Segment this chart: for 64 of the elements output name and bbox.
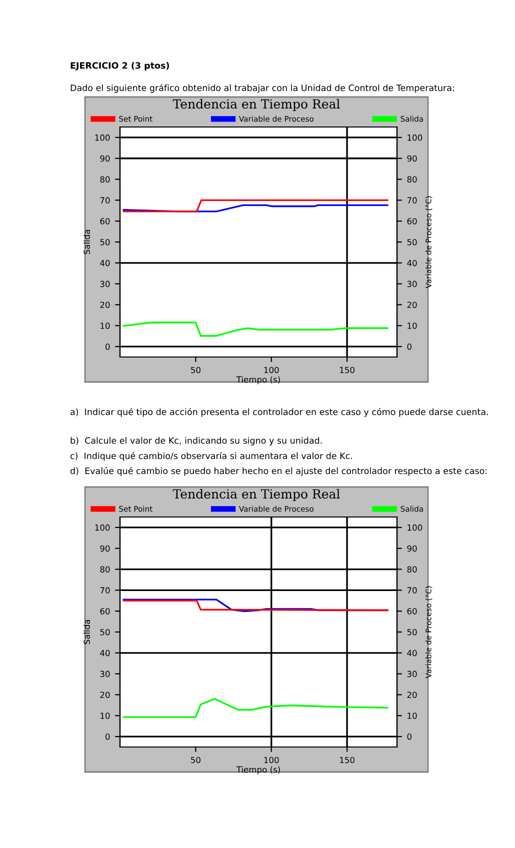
y-tick-label: 90 [100,155,110,162]
x-tick-label: 150 [340,366,354,374]
y-tick-label: 20 [100,692,110,698]
y2-tick-label: 60 [407,218,417,224]
x-axis-title: Tiempo (s) [236,766,280,774]
y-tick-label: 20 [100,302,110,308]
y-tick-label: 50 [100,628,110,636]
y2-tick-label: 70 [407,197,417,204]
text: d) Evalúe qué cambio se puedo haber hecho en el ajuste del controlador respecto a este caso: [70,467,487,476]
y2-tick-label: 20 [407,302,417,308]
text: c) Indique qué cambio/s observaría si aumentara el valor de Kc. [70,452,352,461]
x-tick-label: 50 [191,756,200,764]
text: EJERCICIO 2 (3 ptos) [70,62,169,70]
chart-title: Tendencia en Tiempo Real [172,488,340,502]
y-tick-label: 10 [100,322,110,329]
y2-tick-label: 80 [407,176,417,183]
x-tick-label: 150 [340,756,354,764]
y-tick-label: 80 [100,176,110,183]
y2-tick-label: 20 [407,692,417,698]
y2-tick-label: 70 [407,587,417,594]
y-tick-label: 40 [100,650,110,656]
y-tick-label: 40 [100,260,110,266]
y2-tick-label: 0 [407,344,412,350]
y-tick-label: 50 [100,238,110,246]
y2-tick-label: 30 [407,670,417,678]
line-series [122,698,388,718]
y2-tick-label: 50 [407,238,417,246]
y2-tick-label: 30 [407,280,417,288]
x-tick-label: 100 [264,366,279,374]
y2-tick-label: 80 [407,566,417,573]
text: b) Calcule el valor de Kc, indicando su signo y su unidad. [70,437,322,446]
y-tick-label: 30 [100,670,110,678]
y-tick-label: 100 [95,134,110,141]
y-tick-label: 70 [100,587,110,594]
x-axis-title: Tiempo (s) [236,376,280,384]
y2-tick-label: 50 [407,628,417,636]
y2-tick-label: 90 [407,545,417,552]
y2-tick-label: 100 [408,524,422,531]
x-tick-label: 100 [264,756,279,764]
y-axis-title: Salida [84,620,90,644]
y-tick-label: 90 [100,545,110,552]
y-tick-label: 10 [100,712,110,719]
text: Dado el siguiente gráfico obtenido al trabajar con la Unidad de Control de Temperatura: [70,84,454,93]
y-tick-label: 0 [106,344,110,350]
y-tick-label: 60 [100,608,110,614]
line-series [122,322,388,337]
y-tick-label: 70 [100,197,110,204]
y2-tick-label: 40 [407,260,417,266]
chart-title: Tendencia en Tiempo Real [172,98,340,112]
y2-tick-label: 0 [407,734,412,740]
x-tick-label: 50 [191,366,200,374]
y-tick-label: 80 [100,566,110,573]
y-tick-label: 30 [100,280,110,288]
y-tick-label: 60 [100,218,110,224]
y-tick-label: 0 [106,734,110,740]
y2-tick-label: 60 [407,608,417,614]
y2-tick-label: 100 [408,134,422,141]
y2-tick-label: 90 [407,155,417,162]
y-tick-label: 100 [95,524,110,531]
y2-tick-label: 40 [407,650,417,656]
text: a) Indicar qué tipo de acción presenta el controlador en este caso y cómo puede darse cuenta. [70,408,488,417]
y-axis-title: Salida [84,230,90,254]
y2-tick-label: 10 [408,712,417,719]
y2-tick-label: 10 [408,322,417,329]
